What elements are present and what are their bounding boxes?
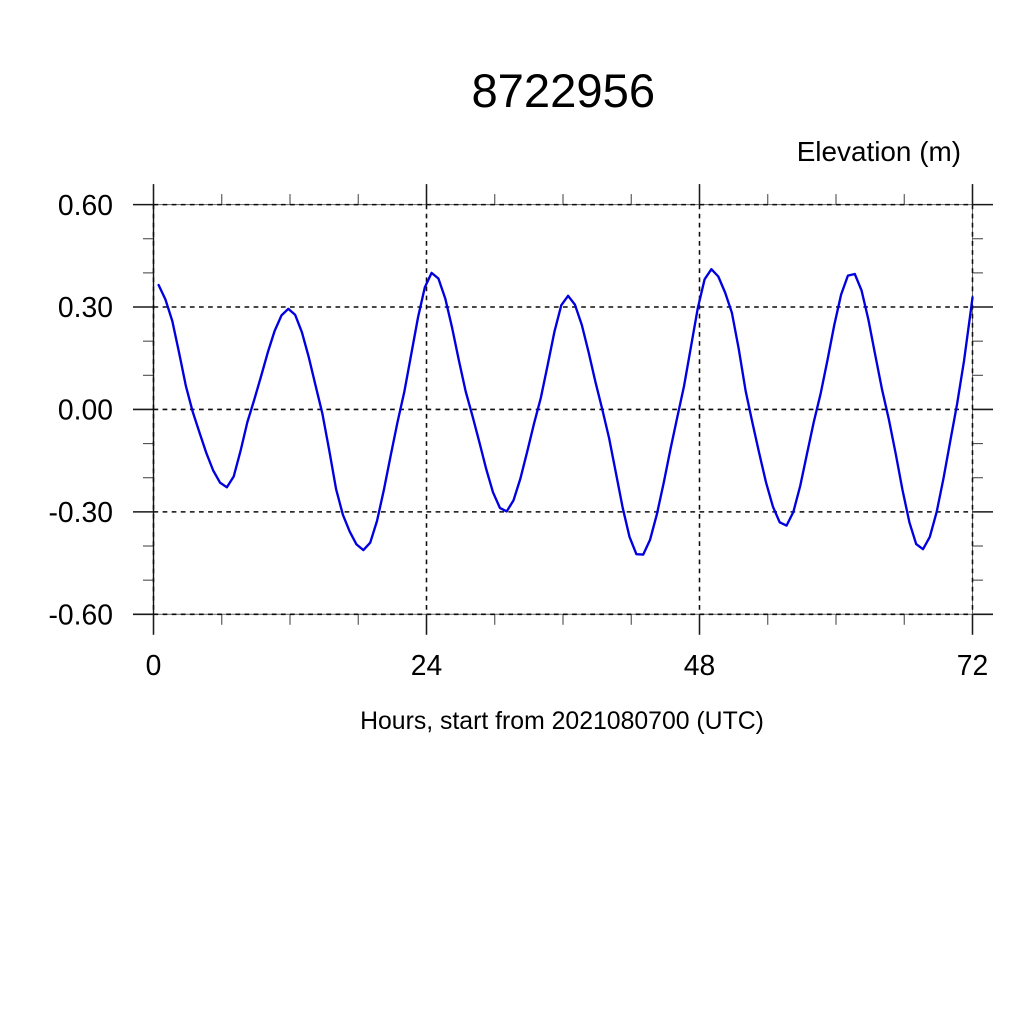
svg-text:0.00: 0.00: [58, 394, 113, 426]
svg-text:8722956: 8722956: [471, 65, 655, 118]
svg-text:-0.30: -0.30: [49, 496, 114, 528]
svg-text:0.30: 0.30: [58, 291, 113, 323]
svg-text:Hours, start from 2021080700 (: Hours, start from 2021080700 (UTC): [360, 708, 764, 735]
svg-text:Elevation (m): Elevation (m): [797, 136, 961, 167]
svg-text:48: 48: [684, 649, 715, 681]
svg-text:-0.60: -0.60: [49, 599, 114, 631]
svg-text:72: 72: [957, 649, 988, 681]
svg-text:24: 24: [411, 649, 442, 681]
svg-text:0.60: 0.60: [58, 189, 113, 221]
svg-text:0: 0: [146, 649, 162, 681]
